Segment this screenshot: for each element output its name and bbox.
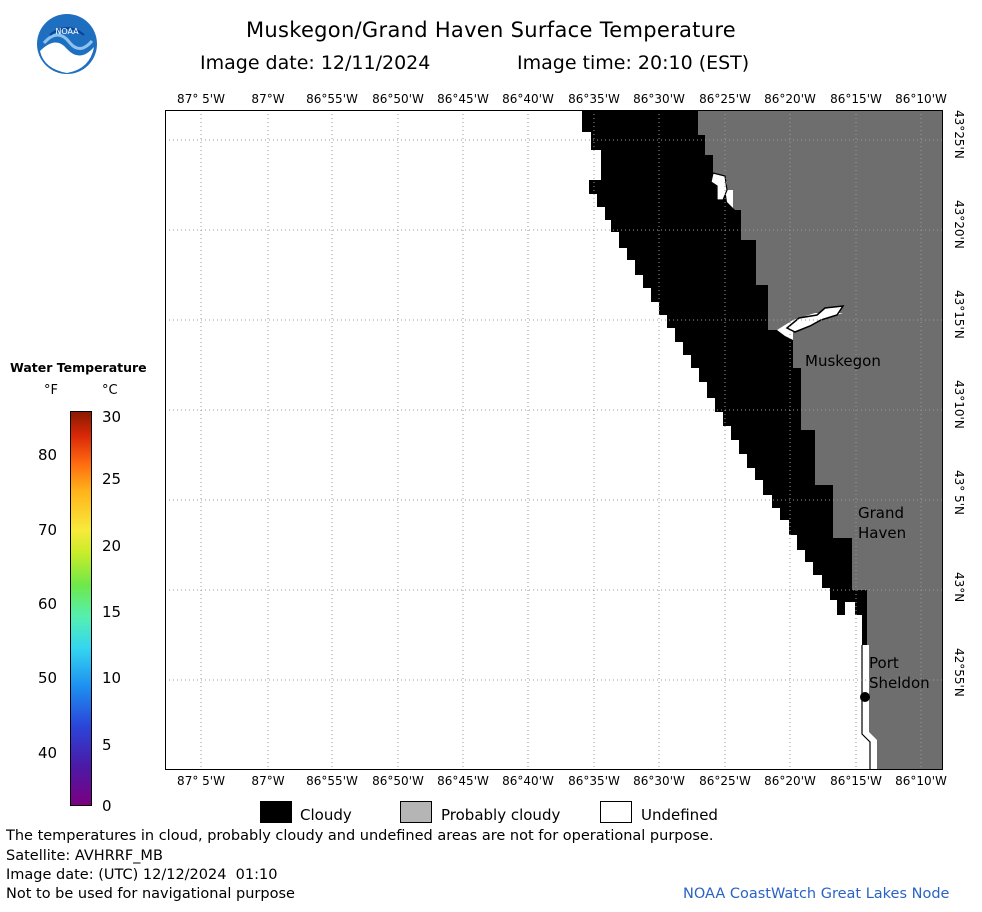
place-label-muskegon: Muskegon bbox=[805, 352, 881, 370]
legend-f-tick: 80 bbox=[38, 446, 58, 464]
lon-label-bottom: 87° 5'W bbox=[177, 774, 225, 788]
lon-label-top: 86°10'W bbox=[895, 92, 947, 106]
legend-c-tick: 25 bbox=[102, 470, 122, 488]
logo-text: NOAA bbox=[55, 27, 79, 36]
legend-title: Water Temperature bbox=[10, 360, 147, 375]
lon-label-bottom: 86°45'W bbox=[437, 774, 489, 788]
shoreline-edge bbox=[861, 645, 871, 770]
place-label-grand-haven-1: Grand bbox=[858, 504, 904, 522]
satellite-text: Satellite: AVHRRF_MB bbox=[6, 848, 163, 864]
lon-label-bottom: 86°15'W bbox=[830, 774, 882, 788]
lon-label-top: 86°25'W bbox=[699, 92, 751, 106]
legend-c-tick: 15 bbox=[102, 603, 122, 621]
legend-f-tick: 40 bbox=[38, 744, 58, 762]
image-time-label: Image time: 20:10 (EST) bbox=[517, 52, 750, 74]
cloudy-label: Cloudy bbox=[300, 806, 352, 824]
probably-cloudy-label: Probably cloudy bbox=[441, 806, 561, 824]
lon-label-bottom: 86°10'W bbox=[895, 774, 947, 788]
lon-label-bottom: 86°30'W bbox=[633, 774, 685, 788]
cloudy-swatch bbox=[260, 801, 292, 823]
lon-label-top: 87° 5'W bbox=[177, 92, 225, 106]
lon-label-top: 86°35'W bbox=[568, 92, 620, 106]
coastwatch-node-label: NOAA CoastWatch Great Lakes Node bbox=[683, 886, 950, 902]
lon-label-bottom: 86°55'W bbox=[306, 774, 358, 788]
place-label-port-sheldon-2: Sheldon bbox=[869, 674, 930, 692]
lon-label-top: 86°20'W bbox=[764, 92, 816, 106]
land-area bbox=[698, 110, 943, 770]
lon-label-top: 86°40'W bbox=[502, 92, 554, 106]
legend-c-tick: 10 bbox=[102, 669, 122, 687]
legend-unit-f: °F bbox=[44, 383, 58, 398]
legend-c-tick: 20 bbox=[102, 537, 122, 555]
lon-label-top: 86°15'W bbox=[830, 92, 882, 106]
lon-label-bottom: 86°40'W bbox=[502, 774, 554, 788]
place-label-port-sheldon-1: Port bbox=[869, 654, 899, 672]
legend-c-tick: 5 bbox=[102, 736, 112, 754]
legend-c-tick: 30 bbox=[102, 408, 122, 426]
image-date-label: Image date: 12/11/2024 bbox=[200, 52, 431, 74]
map-canvas[interactable]: Muskegon Grand Haven Port Sheldon bbox=[165, 110, 943, 770]
muskegon-lake-outline bbox=[785, 305, 845, 333]
navigation-warning: Not to be used for navigational purpose bbox=[6, 886, 295, 902]
cloud-band bbox=[582, 110, 867, 645]
lon-label-bottom: 86°20'W bbox=[764, 774, 816, 788]
lon-label-bottom: 86°50'W bbox=[372, 774, 424, 788]
probably-cloudy-swatch bbox=[400, 801, 432, 823]
legend-f-tick: 50 bbox=[38, 669, 58, 687]
undefined-label: Undefined bbox=[641, 806, 718, 824]
lon-label-top: 86°30'W bbox=[633, 92, 685, 106]
legend-f-tick: 70 bbox=[38, 521, 58, 539]
legend-f-tick: 60 bbox=[38, 595, 58, 613]
lon-label-top: 86°50'W bbox=[372, 92, 424, 106]
disclaimer-text: The temperatures in cloud, probably clou… bbox=[6, 828, 714, 844]
lon-label-top: 87°W bbox=[251, 92, 285, 106]
lon-label-top: 86°55'W bbox=[306, 92, 358, 106]
port-sheldon-marker bbox=[860, 692, 870, 702]
undefined-swatch bbox=[600, 801, 632, 823]
noaa-logo-icon: NOAA bbox=[37, 14, 97, 74]
legend-c-tick: 0 bbox=[102, 797, 112, 815]
lat-label-right: 43°20'N bbox=[952, 200, 966, 249]
lon-label-top: 86°45'W bbox=[437, 92, 489, 106]
lat-label-right: 43°N bbox=[952, 572, 966, 603]
temperature-color-bar bbox=[70, 411, 92, 806]
place-label-grand-haven-2: Haven bbox=[858, 524, 906, 542]
lat-label-right: 43°25'N bbox=[952, 110, 966, 159]
page-title: Muskegon/Grand Haven Surface Temperature bbox=[245, 18, 737, 42]
shoreline bbox=[863, 645, 875, 770]
graticule bbox=[165, 110, 943, 770]
lon-label-bottom: 86°25'W bbox=[699, 774, 751, 788]
lat-label-right: 43° 5'N bbox=[952, 470, 966, 515]
utc-date-text: Image date: (UTC) 12/12/2024 01:10 bbox=[6, 867, 278, 883]
lon-label-bottom: 87°W bbox=[251, 774, 285, 788]
legend-unit-c: °C bbox=[102, 383, 118, 398]
lon-label-bottom: 86°35'W bbox=[568, 774, 620, 788]
map-border bbox=[165, 110, 943, 770]
lat-label-right: 43°15'N bbox=[952, 290, 966, 339]
lat-label-right: 42°55'N bbox=[952, 648, 966, 697]
lat-label-right: 43°10'N bbox=[952, 380, 966, 429]
